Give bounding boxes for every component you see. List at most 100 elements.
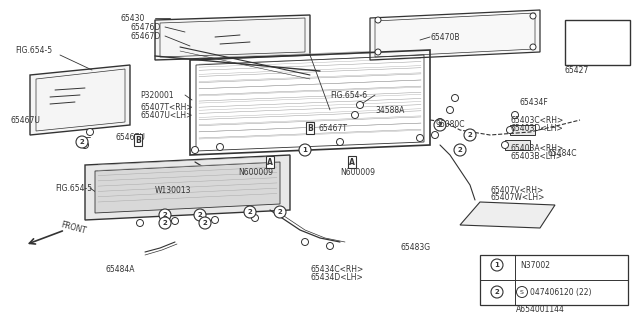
Circle shape [447,107,454,114]
Text: 2: 2 [278,209,282,215]
Text: 65407U<LH>: 65407U<LH> [140,110,193,119]
Circle shape [76,136,88,148]
Circle shape [301,238,308,245]
Text: 65407W<LH>: 65407W<LH> [490,194,545,203]
Text: P320001: P320001 [140,91,173,100]
Circle shape [436,118,444,125]
Text: 1: 1 [303,147,307,153]
Circle shape [491,259,503,271]
Circle shape [194,209,206,221]
Polygon shape [460,202,555,228]
Circle shape [172,218,179,225]
Text: B: B [135,135,141,145]
Text: 65403B<LH>: 65403B<LH> [510,151,562,161]
Circle shape [502,141,509,148]
Circle shape [464,129,476,141]
Circle shape [454,144,466,156]
Text: A: A [349,157,355,166]
Circle shape [434,119,446,131]
Text: N600009: N600009 [238,167,273,177]
Text: 65434C<RH>: 65434C<RH> [310,266,364,275]
Circle shape [506,126,513,133]
Text: A654001144: A654001144 [516,306,564,315]
Text: 2: 2 [198,212,202,218]
Polygon shape [30,65,130,135]
Circle shape [491,286,503,298]
Circle shape [337,139,344,146]
Circle shape [530,13,536,19]
Circle shape [159,217,171,229]
Text: 34588A: 34588A [375,106,404,115]
Text: 2: 2 [468,132,472,138]
Circle shape [326,243,333,250]
Polygon shape [505,140,530,150]
Text: 65403C<RH>: 65403C<RH> [510,116,563,124]
Text: 2: 2 [203,220,207,226]
Circle shape [199,217,211,229]
Text: FIG.654-5: FIG.654-5 [15,45,52,54]
Circle shape [211,217,218,223]
Text: 65407V<RH>: 65407V<RH> [490,186,543,195]
Circle shape [252,214,259,221]
Text: FRONT: FRONT [60,220,88,236]
Text: N37002: N37002 [520,260,550,269]
Text: 65467U: 65467U [10,116,40,124]
Circle shape [530,44,536,50]
Circle shape [81,141,88,148]
Polygon shape [370,10,540,60]
Polygon shape [85,155,290,220]
Text: S: S [520,290,524,294]
Text: 65427: 65427 [565,66,589,75]
Text: FIG.654-5: FIG.654-5 [55,183,92,193]
Text: A: A [267,157,273,166]
Text: 1: 1 [495,262,499,268]
Circle shape [451,94,458,101]
Text: 2: 2 [79,139,84,145]
Circle shape [159,209,171,221]
Polygon shape [510,125,535,135]
Circle shape [356,101,364,108]
Circle shape [375,49,381,55]
Circle shape [375,17,381,23]
Text: 96080C: 96080C [435,119,465,129]
Circle shape [431,132,438,139]
Text: 65430: 65430 [120,13,145,22]
Text: 2: 2 [248,209,252,215]
Circle shape [511,111,518,118]
Circle shape [86,129,93,135]
Text: 65467U: 65467U [115,132,145,141]
Circle shape [417,134,424,141]
Text: 2: 2 [458,147,462,153]
Text: W130013: W130013 [155,186,191,195]
Text: 65476D: 65476D [130,22,160,31]
Circle shape [274,206,286,218]
Circle shape [351,111,358,118]
Text: 2: 2 [163,212,168,218]
Circle shape [136,220,143,227]
Polygon shape [95,162,280,213]
Circle shape [216,143,223,150]
Text: N600009: N600009 [340,167,375,177]
Text: 65403D<LH>: 65403D<LH> [510,124,563,132]
Text: 65467T: 65467T [318,124,347,132]
Bar [480,255,628,305]
Text: 65434F: 65434F [520,98,548,107]
Text: 2: 2 [495,289,499,295]
Text: 65403A<RH>: 65403A<RH> [510,143,563,153]
Text: 65484A: 65484A [105,266,134,275]
Polygon shape [155,15,310,60]
Text: 047406120 (22): 047406120 (22) [530,287,591,297]
Text: 2: 2 [438,122,442,128]
Text: 65467D: 65467D [130,31,160,41]
Circle shape [299,144,311,156]
Text: FIG.654-6: FIG.654-6 [330,91,367,100]
Text: 65483G: 65483G [400,244,430,252]
Circle shape [516,286,527,298]
Text: 65434D<LH>: 65434D<LH> [310,274,363,283]
Text: 65407T<RH>: 65407T<RH> [140,102,193,111]
Text: 2: 2 [163,220,168,226]
Circle shape [244,206,256,218]
Bar [565,20,630,65]
Circle shape [191,147,198,154]
Text: 65470B: 65470B [430,33,460,42]
